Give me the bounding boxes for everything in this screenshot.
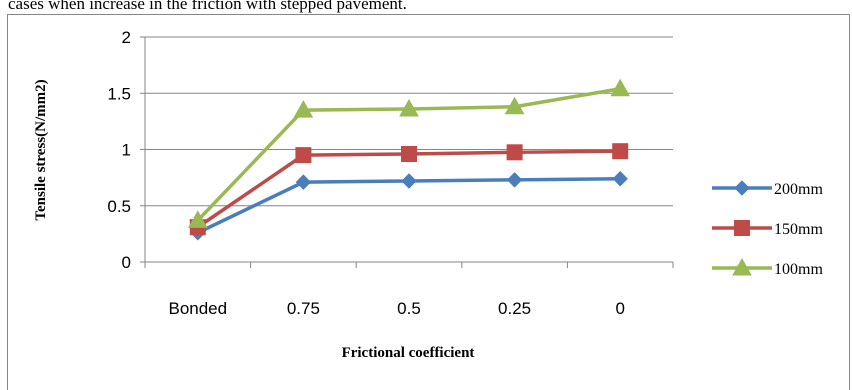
x-tick-label: 0.75 xyxy=(287,299,320,318)
y-tick-label: 0 xyxy=(122,253,131,272)
x-tick-label: Bonded xyxy=(168,299,227,318)
figure-caption: cases when increase in the friction with… xyxy=(8,0,407,13)
legend-entry: 150mm xyxy=(712,220,823,238)
data-point xyxy=(506,172,523,188)
data-point xyxy=(187,210,208,228)
x-tick-label: 0 xyxy=(615,299,624,318)
legend-label: 100mm xyxy=(774,261,823,278)
data-point xyxy=(293,100,314,118)
y-tick-labels: 0 0.5 1 1.5 2 xyxy=(107,28,131,272)
data-point xyxy=(612,143,629,160)
y-tick-label: 1 xyxy=(122,141,131,160)
series-200mm xyxy=(190,171,628,241)
y-tick-label: 0.5 xyxy=(107,197,131,216)
chart-frame xyxy=(7,14,850,390)
y-tick-label: 2 xyxy=(122,28,131,47)
legend-marker xyxy=(734,220,750,236)
series-line xyxy=(196,149,621,229)
data-point xyxy=(401,173,417,189)
data-point xyxy=(612,171,628,187)
legend-label: 150mm xyxy=(774,221,823,238)
x-tick-label: 0.5 xyxy=(397,299,421,318)
data-point xyxy=(610,78,631,97)
series-group xyxy=(187,78,631,241)
data-point xyxy=(401,146,417,162)
data-point xyxy=(295,147,312,164)
y-tick-label: 1.5 xyxy=(107,84,131,103)
data-point xyxy=(399,98,419,117)
data-point xyxy=(506,144,523,161)
axes xyxy=(140,36,674,268)
data-point xyxy=(295,174,312,190)
series-100mm xyxy=(187,78,631,228)
x-tick-labels: Bonded 0.75 0.5 0.25 0 xyxy=(168,299,624,318)
x-tick-label: 0.25 xyxy=(498,299,531,318)
x-axis-title: Frictional coefficient xyxy=(342,345,475,361)
legend-marker xyxy=(732,257,752,276)
legend-label: 200mm xyxy=(774,181,823,198)
legend-entry: 100mm xyxy=(712,257,823,278)
legend: 200mm 150mm 100mm xyxy=(712,180,823,278)
legend-entry: 200mm xyxy=(712,180,823,198)
series-150mm xyxy=(189,143,629,236)
legend-marker xyxy=(734,180,750,196)
y-axis-title: Tensile stress(N/mm2) xyxy=(33,79,49,220)
data-point xyxy=(504,96,525,115)
